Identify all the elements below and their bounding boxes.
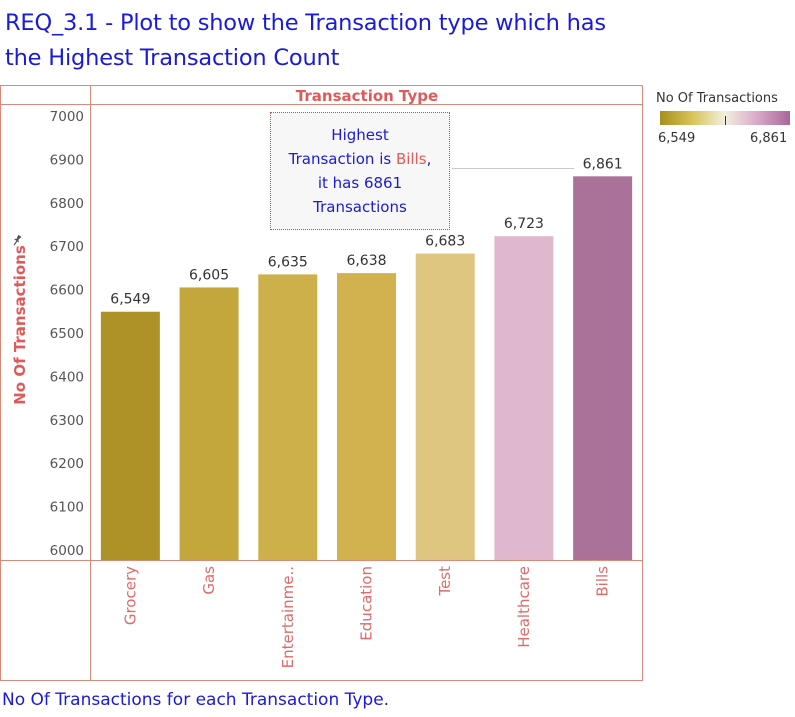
bars xyxy=(100,176,633,561)
legend-min-label: 6,549 xyxy=(658,131,696,146)
x-tick-label: Gas xyxy=(200,566,218,595)
frame-left-line xyxy=(0,85,1,681)
y-tick-label: 6100 xyxy=(50,500,84,516)
bar-value-label: 6,549 xyxy=(110,292,150,308)
bar-value-label: 6,635 xyxy=(268,254,308,270)
y-tick-label: 6500 xyxy=(50,326,84,342)
y-tick-label: 6600 xyxy=(50,283,84,299)
annotation-connector xyxy=(452,168,574,169)
legend-marker xyxy=(725,116,726,125)
x-tick-label: Grocery xyxy=(121,566,139,625)
frame-right-line xyxy=(642,85,643,681)
bar-value-label: 6,861 xyxy=(583,156,623,172)
y-tick-label: 6200 xyxy=(50,456,84,472)
annotation-line-4: Transactions xyxy=(313,198,407,216)
x-tick-label: Entertainme.. xyxy=(279,566,297,668)
legend-max-label: 6,861 xyxy=(750,131,788,146)
bar-gas[interactable] xyxy=(179,287,239,560)
x-tick-label: Bills xyxy=(594,566,612,597)
y-tick-label: 7000 xyxy=(50,109,84,125)
bar-value-label: 6,683 xyxy=(425,234,465,250)
pin-icon[interactable] xyxy=(11,234,23,246)
frame-bottom-line xyxy=(0,680,643,681)
frame-plot-bottom-line xyxy=(0,560,643,561)
bar-entertainme[interactable] xyxy=(258,274,318,560)
y-tick-label: 6800 xyxy=(50,196,84,212)
bar-test[interactable] xyxy=(415,253,475,560)
y-tick-label: 6000 xyxy=(50,543,84,559)
bar-value-label: 6,723 xyxy=(504,216,544,232)
annotation-line-1: Highest xyxy=(331,126,389,144)
y-tick-label: 6400 xyxy=(50,369,84,385)
frame-top-line xyxy=(0,85,643,86)
annotation-line-3: it has 6861 xyxy=(317,174,403,192)
y-axis-ticks: 6000 6100 6200 6300 6400 6500 6600 6700 6800 6900… xyxy=(50,109,84,559)
y-tick-label: 6900 xyxy=(50,152,84,168)
y-tick-label: 6700 xyxy=(50,239,84,255)
bar-value-label: 6,638 xyxy=(346,253,386,269)
x-tick-labels: Grocery Gas Entertainme.. Education Test Heal… xyxy=(121,566,611,669)
color-legend-gradient[interactable] xyxy=(660,111,790,125)
bar-value-label: 6,605 xyxy=(189,267,229,283)
x-header-label: Transaction Type xyxy=(295,87,439,105)
legend-title: No Of Transactions xyxy=(656,91,778,106)
x-tick-label: Test xyxy=(436,566,454,597)
chart-title: REQ_3.1 - Plot to show the Transaction t… xyxy=(5,10,606,71)
chart-caption: No Of Transactions for each Transaction … xyxy=(2,690,390,710)
bar-healthcare[interactable] xyxy=(494,236,554,560)
x-tick-label: Healthcare xyxy=(515,566,533,648)
frame-axis-line xyxy=(90,85,91,681)
y-tick-label: 6300 xyxy=(50,413,84,429)
bar-grocery[interactable] xyxy=(100,311,160,560)
x-tick-label: Education xyxy=(358,566,376,641)
bar-education[interactable] xyxy=(337,273,396,560)
annotation-line-2: Transaction is Bills, xyxy=(288,150,432,168)
annotation-box: Highest Transaction is Bills, it has 686… xyxy=(270,112,450,230)
frame-header-line xyxy=(0,104,643,105)
bar-bills[interactable] xyxy=(573,176,633,561)
